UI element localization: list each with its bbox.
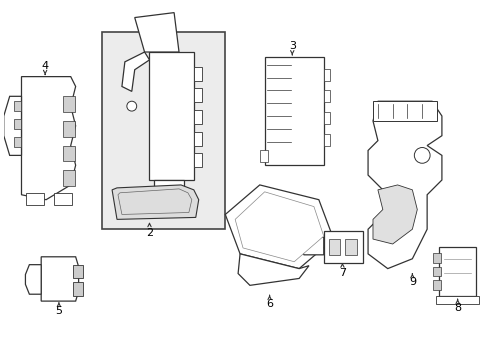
Bar	[193, 110, 201, 124]
Text: 8: 8	[453, 303, 460, 313]
Bar	[193, 153, 201, 167]
Bar	[323, 90, 329, 102]
Text: 4: 4	[41, 61, 49, 71]
Polygon shape	[135, 13, 179, 52]
Bar	[14, 137, 21, 147]
Text: 7: 7	[338, 267, 346, 278]
Text: 1: 1	[160, 17, 166, 27]
Bar	[438, 247, 475, 296]
Bar	[63, 145, 75, 161]
Bar	[26, 193, 44, 204]
Bar	[63, 170, 75, 186]
Bar	[63, 96, 75, 112]
Bar	[193, 67, 201, 81]
Bar	[193, 132, 201, 145]
Polygon shape	[122, 52, 149, 91]
Bar	[73, 282, 82, 296]
Text: 9: 9	[408, 278, 415, 287]
Bar	[175, 200, 181, 210]
Bar	[154, 180, 183, 200]
Bar	[149, 52, 193, 180]
Text: 6: 6	[265, 299, 272, 309]
Text: 2: 2	[145, 228, 153, 238]
Polygon shape	[4, 96, 21, 156]
Bar	[323, 134, 329, 145]
Polygon shape	[225, 185, 333, 269]
Polygon shape	[21, 77, 76, 200]
Bar	[372, 101, 436, 121]
Polygon shape	[118, 189, 191, 215]
Bar	[14, 101, 21, 111]
Bar	[259, 150, 267, 162]
Text: 3: 3	[288, 41, 295, 51]
Bar	[323, 69, 329, 81]
Bar	[323, 112, 329, 124]
Polygon shape	[41, 257, 79, 301]
Circle shape	[413, 148, 429, 163]
Bar	[63, 121, 75, 137]
Polygon shape	[300, 237, 323, 255]
Text: 5: 5	[55, 306, 62, 316]
Bar	[323, 231, 363, 263]
Bar	[166, 200, 172, 210]
Polygon shape	[235, 192, 323, 262]
Bar	[264, 57, 323, 165]
Polygon shape	[367, 101, 441, 269]
Bar	[432, 280, 440, 290]
Bar	[432, 253, 440, 263]
Bar	[328, 239, 340, 255]
Polygon shape	[25, 265, 41, 294]
Bar	[432, 267, 440, 276]
Bar	[435, 296, 478, 304]
Polygon shape	[112, 185, 198, 219]
Bar	[157, 200, 163, 210]
Bar	[73, 265, 82, 278]
Polygon shape	[372, 185, 416, 244]
Circle shape	[126, 101, 137, 111]
Bar	[102, 32, 225, 229]
Bar	[193, 89, 201, 102]
Bar	[54, 193, 72, 204]
Bar	[14, 119, 21, 129]
Polygon shape	[238, 254, 308, 285]
Bar	[345, 239, 357, 255]
